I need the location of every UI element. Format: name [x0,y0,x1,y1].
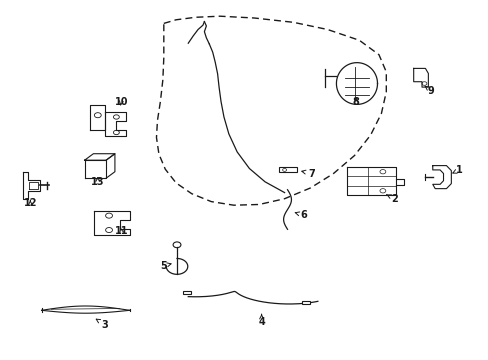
Text: 12: 12 [23,198,37,208]
Bar [278,167,297,172]
Bar [302,301,309,304]
Text: 5: 5 [160,261,171,271]
Text: 1: 1 [452,165,462,175]
Text: 13: 13 [91,177,104,187]
Bar [183,291,190,294]
Text: 10: 10 [114,96,128,107]
Text: 9: 9 [424,86,434,96]
Text: 6: 6 [295,210,307,220]
Text: 8: 8 [352,96,359,107]
Text: 11: 11 [114,226,128,236]
Text: 7: 7 [301,168,315,179]
Polygon shape [41,306,129,313]
Text: 2: 2 [386,194,398,204]
Text: 4: 4 [258,314,264,327]
Text: 3: 3 [96,319,108,330]
